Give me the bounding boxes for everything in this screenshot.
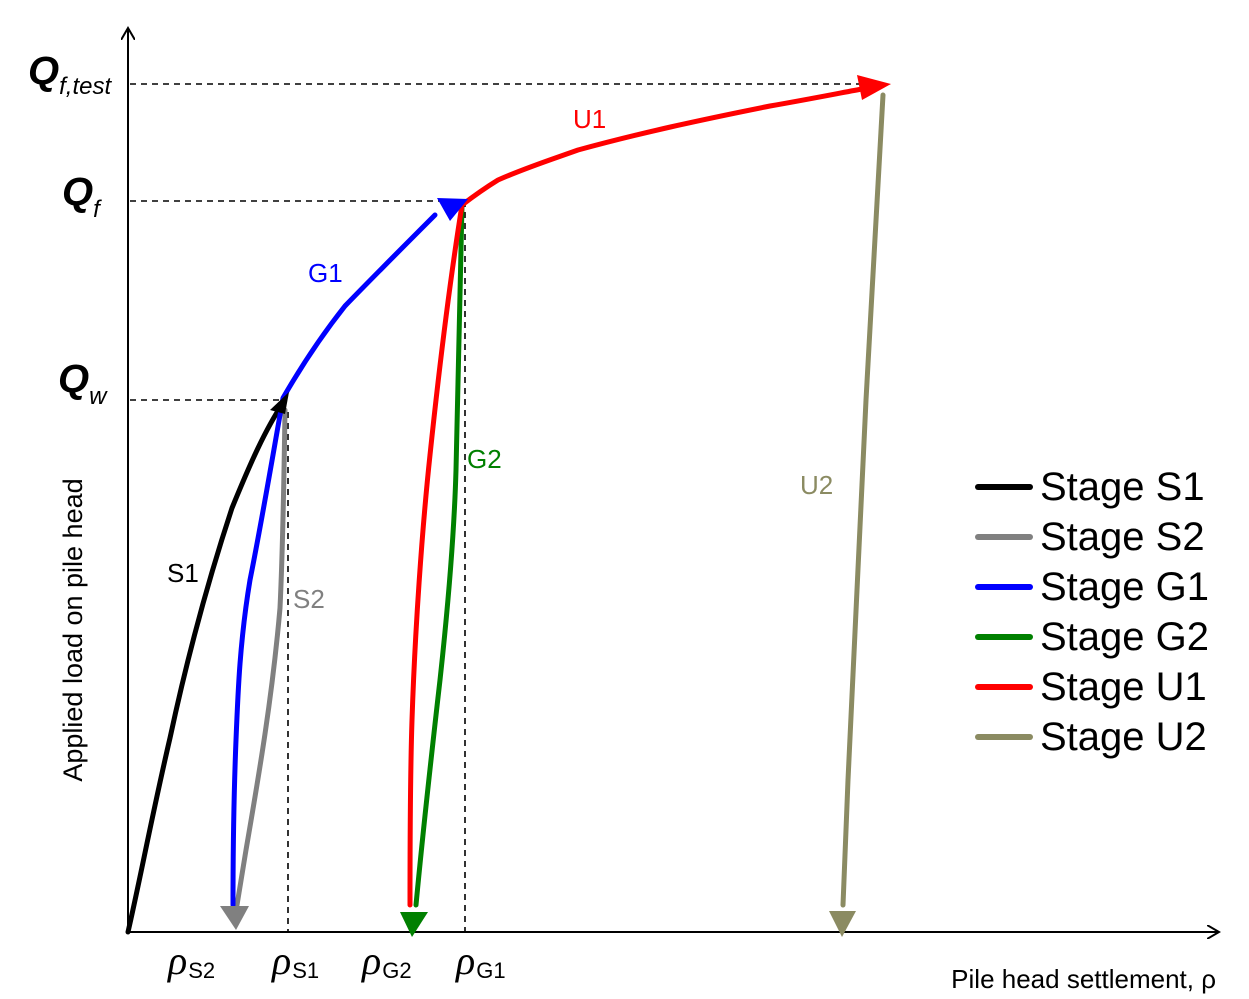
- x-tick-labels: ρS2 ρS1 ρG2 ρG1: [166, 938, 506, 983]
- arrowhead-s1: [270, 392, 289, 414]
- legend-item-s2: Stage S2: [975, 515, 1205, 559]
- legend-label-g2: Stage G2: [1040, 615, 1209, 659]
- curve-g1: [230, 212, 438, 908]
- curves: [125, 86, 886, 935]
- curve-g2: [413, 202, 465, 908]
- label-u1: U1: [573, 104, 606, 134]
- curve-s2: [234, 407, 288, 908]
- arrowheads: [220, 75, 891, 937]
- x-tick-rho-s1: ρS1: [270, 938, 319, 983]
- guide-lines: [130, 83, 884, 932]
- y-tick-qftest: Qf,test: [28, 49, 112, 100]
- legend-label-g1: Stage G1: [1040, 565, 1209, 609]
- axes: [128, 28, 1219, 932]
- x-axis-title: Pile head settlement, ρ: [951, 964, 1216, 994]
- label-u2: U2: [800, 470, 833, 500]
- arrowhead-u1: [857, 75, 891, 100]
- curve-u2: [840, 92, 886, 908]
- legend-item-s1: Stage S1: [975, 465, 1205, 509]
- arrowhead-g2: [400, 912, 428, 937]
- legend-item-g2: Stage G2: [975, 615, 1209, 659]
- label-s1: S1: [167, 558, 199, 588]
- curve-labels: S1 S2 G1 G2 U1 U2: [167, 104, 833, 614]
- curve-u1: [407, 86, 865, 908]
- x-tick-rho-g2: ρG2: [360, 938, 412, 983]
- legend-label-s2: Stage S2: [1040, 515, 1205, 559]
- legend: Stage S1 Stage S2 Stage G1 Stage G2 Stag…: [975, 465, 1209, 759]
- x-tick-rho-g1: ρG1: [454, 938, 506, 983]
- arrowhead-u2: [829, 911, 856, 937]
- curve-s1: [125, 400, 286, 935]
- legend-item-u2: Stage U2: [975, 715, 1207, 759]
- legend-label-u2: Stage U2: [1040, 715, 1207, 759]
- label-g1: G1: [308, 258, 343, 288]
- x-tick-rho-s2: ρS2: [166, 938, 215, 983]
- y-tick-qf: Qf: [62, 170, 102, 223]
- label-s2: S2: [293, 584, 325, 614]
- arrowhead-s2: [220, 906, 249, 930]
- legend-label-u1: Stage U1: [1040, 665, 1207, 709]
- label-g2: G2: [467, 444, 502, 474]
- legend-item-g1: Stage G1: [975, 565, 1209, 609]
- legend-label-s1: Stage S1: [1040, 465, 1205, 509]
- y-axis-title: Applied load on pile head: [58, 478, 88, 781]
- arrowhead-g1: [437, 198, 468, 221]
- y-tick-labels: Qf,test Qf Qw: [28, 49, 112, 410]
- legend-item-u1: Stage U1: [975, 665, 1207, 709]
- y-tick-qw: Qw: [58, 357, 108, 410]
